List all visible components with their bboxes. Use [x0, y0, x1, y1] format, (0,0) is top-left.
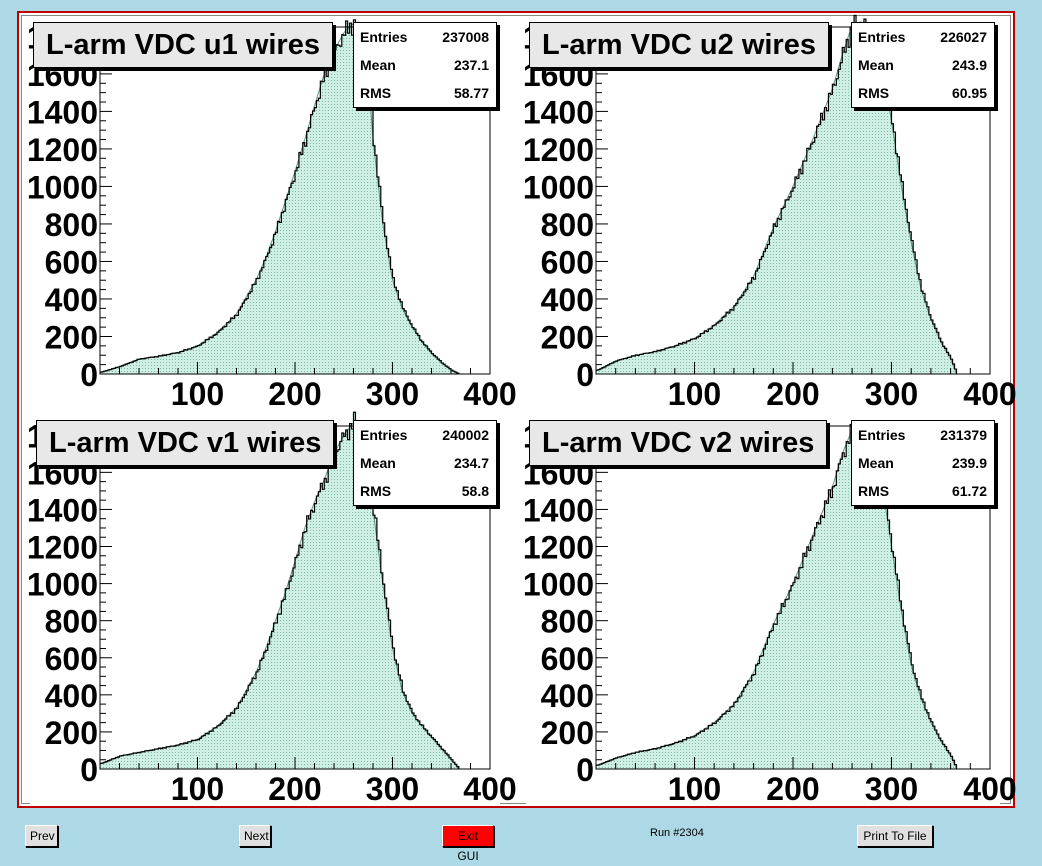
- y-tick-label: 200: [45, 319, 98, 355]
- stats-rms-label: RMS: [360, 85, 392, 101]
- y-tick-label: 1200: [523, 132, 594, 168]
- x-tick-label: 200: [268, 376, 321, 412]
- y-tick-label: 1400: [523, 94, 594, 130]
- y-tick-label: 400: [45, 678, 98, 714]
- stats-mean-label: Mean: [858, 455, 894, 471]
- x-tick-label: 100: [171, 376, 224, 412]
- title-u1: L-arm VDC u1 wires: [33, 22, 333, 68]
- y-tick-label: 1200: [523, 530, 594, 566]
- stats-box-v2: Entries 231379 Mean 239.9 RMS 61.72: [851, 420, 995, 506]
- stats-entries-value: 231379: [940, 427, 987, 443]
- y-tick-label: 400: [541, 678, 594, 714]
- histogram-outline: [100, 19, 460, 374]
- y-tick-label: 400: [541, 282, 594, 318]
- y-tick-label: 1400: [523, 492, 594, 528]
- y-tick-label: 0: [80, 357, 98, 393]
- y-tick-label: 1000: [27, 169, 98, 205]
- y-tick-label: 1000: [523, 169, 594, 205]
- y-tick-label: 400: [45, 282, 98, 318]
- y-tick-label: 800: [45, 207, 98, 243]
- x-tick-label: 100: [668, 771, 721, 807]
- x-tick-label: 300: [366, 771, 419, 807]
- stats-mean-label: Mean: [858, 57, 894, 73]
- stats-rms-label: RMS: [858, 85, 890, 101]
- y-tick-label: 600: [45, 641, 98, 677]
- exit-gui-button[interactable]: Exit GUI: [442, 825, 494, 863]
- y-tick-label: 1200: [27, 132, 98, 168]
- y-tick-label: 800: [45, 604, 98, 640]
- stats-mean-label: Mean: [360, 455, 396, 471]
- stats-mean-value: 234.7: [453, 455, 489, 471]
- stats-entries-label: Entries: [858, 29, 906, 45]
- stats-box-u1: Entries 237008 Mean 237.1 RMS 58.77: [353, 22, 497, 108]
- x-tick-label: 400: [463, 771, 516, 807]
- x-tick-label: 200: [766, 771, 819, 807]
- x-tick-label: 300: [366, 376, 419, 412]
- y-tick-label: 1400: [27, 94, 98, 130]
- x-tick-label: 400: [963, 771, 1016, 807]
- y-tick-label: 200: [541, 715, 594, 751]
- title-v2: L-arm VDC v2 wires: [529, 420, 828, 466]
- histogram-outline: [596, 14, 958, 374]
- next-button[interactable]: Next: [239, 825, 271, 847]
- stats-entries-value: 240002: [442, 427, 489, 443]
- histogram-fill: [596, 421, 957, 769]
- x-tick-label: 100: [171, 771, 224, 807]
- histogram-outline: [100, 411, 460, 769]
- pad-u1: 0200400600800100012001400160018001002003…: [27, 19, 517, 412]
- stats-rms-value: 61.72: [951, 483, 987, 499]
- stats-rms-value: 60.95: [951, 85, 987, 101]
- y-tick-label: 0: [80, 752, 98, 788]
- y-tick-label: 0: [576, 357, 594, 393]
- stats-mean-value: 239.9: [951, 455, 987, 471]
- pad-u2: 0200400600800100012001400160018001002003…: [523, 14, 1017, 412]
- stats-rms-label: RMS: [858, 483, 890, 499]
- stats-rms-value: 58.77: [453, 85, 489, 101]
- prev-button[interactable]: Prev: [25, 825, 58, 847]
- print-to-file-button[interactable]: Print To File: [857, 825, 933, 847]
- stats-mean-value: 237.1: [453, 57, 489, 73]
- y-tick-label: 600: [541, 641, 594, 677]
- stats-entries-value: 237008: [442, 29, 489, 45]
- title-u2: L-arm VDC u2 wires: [529, 22, 829, 68]
- y-tick-label: 600: [541, 244, 594, 280]
- y-tick-label: 1000: [523, 567, 594, 603]
- stats-entries-label: Entries: [858, 427, 906, 443]
- stats-entries-label: Entries: [360, 427, 408, 443]
- stats-rms-value: 58.8: [461, 483, 489, 499]
- stats-mean-value: 243.9: [951, 57, 987, 73]
- stats-entries-label: Entries: [360, 29, 408, 45]
- y-tick-label: 200: [541, 319, 594, 355]
- x-tick-label: 200: [268, 771, 321, 807]
- stats-mean-label: Mean: [360, 57, 396, 73]
- histogram-fill: [100, 19, 459, 375]
- x-tick-label: 400: [463, 376, 516, 412]
- stats-box-u2: Entries 226027 Mean 243.9 RMS 60.95: [851, 22, 995, 108]
- x-tick-label: 200: [766, 376, 819, 412]
- pad-v2: 0200400600800100012001400160018001002003…: [523, 418, 1017, 807]
- x-tick-label: 300: [865, 771, 918, 807]
- histogram-outline: [596, 420, 958, 769]
- y-tick-label: 1000: [27, 567, 98, 603]
- stats-rms-label: RMS: [360, 483, 392, 499]
- y-tick-label: 800: [541, 604, 594, 640]
- x-tick-label: 300: [865, 376, 918, 412]
- stats-box-v1: Entries 240002 Mean 234.7 RMS 58.8: [353, 420, 497, 506]
- x-tick-label: 100: [668, 376, 721, 412]
- y-tick-label: 1400: [27, 492, 98, 528]
- pad-v1: 0200400600800100012001400160018001002003…: [27, 411, 517, 807]
- y-tick-label: 600: [45, 244, 98, 280]
- stats-entries-value: 226027: [940, 29, 987, 45]
- y-tick-label: 1200: [27, 530, 98, 566]
- run-number-label: Run #2304: [650, 827, 704, 839]
- y-tick-label: 0: [576, 752, 594, 788]
- y-tick-label: 800: [541, 207, 594, 243]
- y-tick-label: 200: [45, 715, 98, 751]
- title-v1: L-arm VDC v1 wires: [36, 420, 335, 466]
- x-tick-label: 400: [963, 376, 1016, 412]
